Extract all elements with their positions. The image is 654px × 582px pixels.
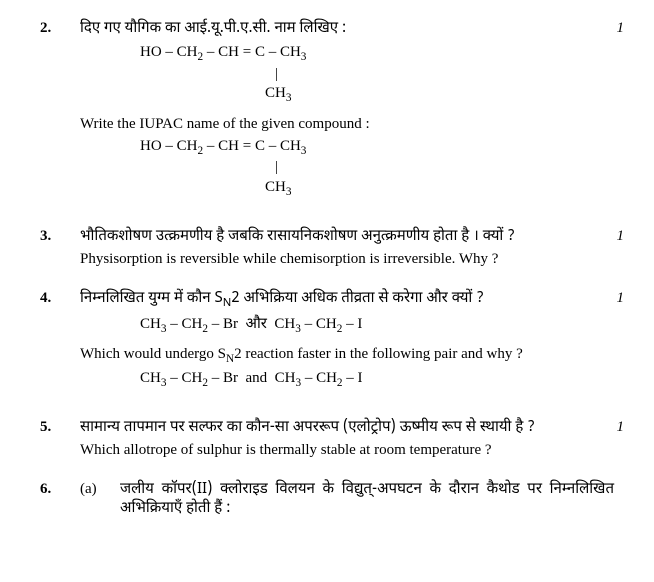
sub-label: (a): [80, 481, 120, 523]
question-body: निम्नलिखित युग्म में कौन SN2 अभिक्रिया अ…: [80, 290, 614, 401]
question-6: 6. (a) जलीय कॉपर(II) क्लोराइड विलयन के व…: [40, 481, 614, 523]
question-number: 4.: [40, 290, 80, 401]
question-4: 4. निम्नलिखित युग्म में कौन SN2 अभिक्रिय…: [40, 290, 614, 401]
question-english: Which allotrope of sulphur is thermally …: [80, 442, 614, 459]
marks: 1: [617, 20, 625, 37]
question-hindi: निम्नलिखित युग्म में कौन SN2 अभिक्रिया अ…: [80, 290, 614, 311]
question-hindi: जलीय कॉपर(II) क्लोराइड विलयन के विद्युत्…: [120, 481, 614, 519]
question-english: Write the IUPAC name of the given compou…: [80, 116, 614, 133]
formula-text: CH3: [265, 179, 291, 195]
question-english: Physisorption is reversible while chemis…: [80, 251, 614, 268]
question-5: 5. सामान्य तापमान पर सल्फर का कौन-सा अपर…: [40, 419, 614, 463]
question-hindi: दिए गए यौगिक का आई.यू.पी.ए.सी. नाम लिखिए…: [80, 20, 614, 39]
question-number: 6.: [40, 481, 80, 523]
marks: 1: [617, 419, 625, 436]
formula-bond: |: [275, 159, 278, 175]
question-number: 5.: [40, 419, 80, 463]
question-2: 2. दिए गए यौगिक का आई.यू.पी.ए.सी. नाम लि…: [40, 20, 614, 210]
question-body: सामान्य तापमान पर सल्फर का कौन-सा अपररूप…: [80, 419, 614, 463]
question-hindi: भौतिकशोषण उत्क्रमणीय है जबकि रासायनिकशोष…: [80, 228, 614, 247]
text-part: 2 reaction faster in the following pair …: [234, 346, 523, 362]
chemical-formula: HO – CH2 – CH = C – CH3 | CH3: [140, 43, 614, 106]
question-number: 3.: [40, 228, 80, 272]
formula-text: CH3: [265, 85, 291, 101]
question-body: (a) जलीय कॉपर(II) क्लोराइड विलयन के विद्…: [80, 481, 614, 523]
text-part: निम्नलिखित युग्म में कौन S: [80, 290, 223, 309]
question-body: दिए गए यौगिक का आई.यू.पी.ए.सी. नाम लिखिए…: [80, 20, 614, 210]
chemical-formula: CH3 – CH2 – Br और CH3 – CH2 – I: [140, 315, 614, 337]
marks: 1: [617, 290, 625, 307]
chemical-formula: HO – CH2 – CH = C – CH3 | CH3: [140, 137, 614, 200]
text-part: 2 अभिक्रिया अधिक तीव्रता से करेगा और क्य…: [231, 290, 484, 309]
formula-text: CH3 – CH2 – Br and CH3 – CH2 – I: [140, 370, 363, 386]
question-hindi: सामान्य तापमान पर सल्फर का कौन-सा अपररूप…: [80, 419, 614, 438]
chemical-formula: CH3 – CH2 – Br and CH3 – CH2 – I: [140, 369, 614, 391]
question-number: 2.: [40, 20, 80, 210]
formula-text: CH3 – CH2 – Br और CH3 – CH2 – I: [140, 316, 362, 332]
formula-text: HO – CH2 – CH = C – CH3: [140, 44, 306, 60]
question-english: Which would undergo SN2 reaction faster …: [80, 346, 614, 365]
question-3: 3. भौतिकशोषण उत्क्रमणीय है जबकि रासायनिक…: [40, 228, 614, 272]
sub-part: (a) जलीय कॉपर(II) क्लोराइड विलयन के विद्…: [80, 481, 614, 523]
formula-bond: |: [275, 66, 278, 82]
question-body: भौतिकशोषण उत्क्रमणीय है जबकि रासायनिकशोष…: [80, 228, 614, 272]
marks: 1: [617, 228, 625, 245]
formula-text: HO – CH2 – CH = C – CH3: [140, 138, 306, 154]
text-part: Which would undergo S: [80, 346, 226, 362]
